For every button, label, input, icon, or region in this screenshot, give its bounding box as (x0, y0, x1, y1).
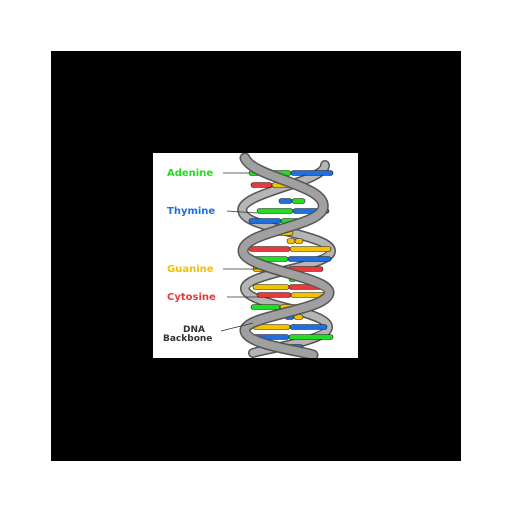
guanine-label: Guanine (167, 264, 214, 275)
adenine-label: Adenine (167, 168, 214, 179)
base-pair-half (248, 218, 282, 224)
base-pair-half (250, 304, 281, 310)
base-pair-half (290, 170, 334, 176)
dna-diagram-panel: Adenine Thymine Guanine Cytosine DNA Bac… (153, 153, 358, 358)
base-pair-half (289, 324, 328, 330)
base-pair-half (250, 182, 273, 188)
thymine-pointer (226, 210, 258, 214)
base-pair-half (288, 334, 334, 340)
base-pair-half (287, 256, 332, 262)
dna-backbone-label-line2: Backbone (163, 334, 213, 344)
base-pair-half (256, 292, 292, 298)
base-pair-half (248, 246, 291, 252)
base-pair-half (278, 198, 293, 204)
backbone-pointer (220, 322, 254, 332)
base-pair-half (291, 198, 306, 204)
base-pair-half (256, 208, 294, 214)
dna-helix-illustration (220, 153, 337, 358)
base-pair-half (294, 238, 304, 244)
base-pair-half (289, 246, 332, 252)
cytosine-label: Cytosine (167, 292, 216, 303)
base-pair-half (286, 238, 296, 244)
dna-backbone-label-line1: DNA (183, 325, 205, 335)
base-pair-half (252, 284, 290, 290)
thymine-label: Thymine (167, 206, 216, 217)
